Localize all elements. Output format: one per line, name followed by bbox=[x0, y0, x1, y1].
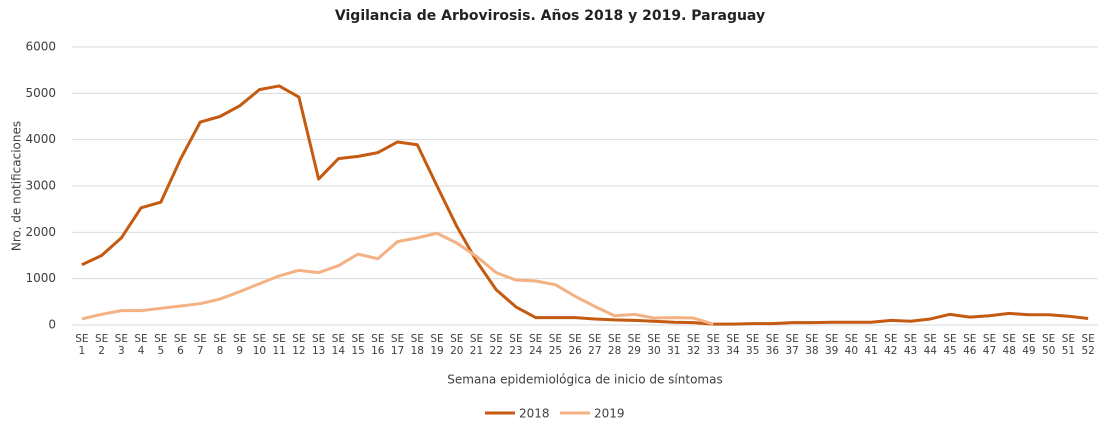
x-tick-label: SE 23 bbox=[509, 333, 523, 357]
y-tick-label: 3000 bbox=[25, 179, 56, 193]
x-tick-label: SE 8 bbox=[213, 333, 227, 357]
x-tick-label: SE 24 bbox=[528, 333, 543, 357]
x-tick-label: SE 9 bbox=[233, 333, 247, 357]
x-tick-label: SE 34 bbox=[726, 333, 740, 357]
x-tick-label: SE 52 bbox=[1081, 333, 1095, 357]
x-tick-label: SE 35 bbox=[746, 333, 760, 357]
series-line bbox=[81, 231, 714, 326]
x-tick-label: SE 39 bbox=[824, 333, 839, 357]
series-line bbox=[81, 84, 1089, 326]
y-tick-label: 0 bbox=[48, 318, 56, 332]
x-tick-label: SE 18 bbox=[410, 333, 424, 357]
x-tick-label: SE 45 bbox=[943, 333, 957, 357]
x-tick-label: SE 15 bbox=[351, 333, 365, 357]
y-tick-label: 1000 bbox=[25, 271, 56, 285]
x-tick-label: SE 30 bbox=[647, 333, 661, 357]
x-tick-label: SE 28 bbox=[607, 333, 622, 357]
x-tick-label: SE 20 bbox=[450, 333, 464, 357]
x-tick-label: SE 43 bbox=[903, 333, 918, 357]
x-tick-label: SE 49 bbox=[1022, 333, 1036, 357]
x-tick-label: SE 4 bbox=[134, 333, 148, 357]
x-tick-label: SE 29 bbox=[627, 333, 641, 357]
x-tick-label: SE 44 bbox=[923, 333, 937, 357]
y-tick-label: 6000 bbox=[25, 40, 56, 54]
x-tick-label: SE 21 bbox=[469, 333, 484, 357]
x-tick-label: SE 5 bbox=[154, 333, 168, 357]
x-tick-label: SE 48 bbox=[1002, 333, 1016, 357]
x-tick-label: SE 13 bbox=[311, 333, 326, 357]
x-tick-label: SE 22 bbox=[489, 333, 503, 357]
x-tick-label: SE 12 bbox=[292, 333, 306, 357]
legend-label: 2019 bbox=[594, 407, 625, 421]
x-tick-label: SE 41 bbox=[864, 333, 878, 357]
y-tick-label: 5000 bbox=[25, 86, 56, 100]
x-tick-label: SE 33 bbox=[706, 333, 720, 357]
x-tick-label: SE 2 bbox=[94, 333, 109, 357]
x-tick-label: SE 47 bbox=[982, 333, 997, 357]
x-tick-label: SE 3 bbox=[114, 333, 128, 357]
x-tick-label: SE 37 bbox=[785, 333, 799, 357]
x-tick-label: SE 16 bbox=[371, 333, 385, 357]
y-tick-label: 2000 bbox=[25, 225, 56, 239]
x-tick-label: SE 7 bbox=[193, 333, 207, 357]
x-tick-label: SE 6 bbox=[173, 333, 188, 357]
x-tick-label: SE 1 bbox=[75, 333, 89, 357]
x-tick-label: SE 51 bbox=[1061, 333, 1076, 357]
x-tick-label: SE 19 bbox=[430, 333, 444, 357]
x-tick-label: SE 14 bbox=[331, 333, 346, 357]
x-tick-label: SE 26 bbox=[568, 333, 582, 357]
x-tick-label: SE 11 bbox=[272, 333, 286, 357]
x-tick-label: SE 31 bbox=[667, 333, 681, 357]
x-tick-label: SE 36 bbox=[765, 333, 780, 357]
x-tick-label: SE 27 bbox=[588, 333, 602, 357]
x-tick-label: SE 40 bbox=[844, 333, 859, 357]
x-tick-label: SE 25 bbox=[548, 333, 563, 357]
chart-title: Vigilancia de Arbovirosis. Años 2018 y 2… bbox=[335, 8, 765, 24]
x-tick-label: SE 46 bbox=[963, 333, 977, 357]
x-tick-label: SE 38 bbox=[805, 333, 819, 357]
x-tick-label: SE 32 bbox=[686, 333, 701, 357]
x-tick-label: SE 10 bbox=[252, 333, 267, 357]
x-axis-label: Semana epidemiológica de inicio de sínto… bbox=[447, 373, 722, 387]
x-tick-label: SE 42 bbox=[884, 333, 898, 357]
y-tick-label: 4000 bbox=[25, 132, 56, 146]
legend-label: 2018 bbox=[519, 407, 550, 421]
y-axis-label: Nro. de notificaciones bbox=[10, 121, 24, 251]
x-tick-label: SE 50 bbox=[1041, 333, 1056, 357]
x-tick-label: SE 17 bbox=[390, 333, 405, 357]
